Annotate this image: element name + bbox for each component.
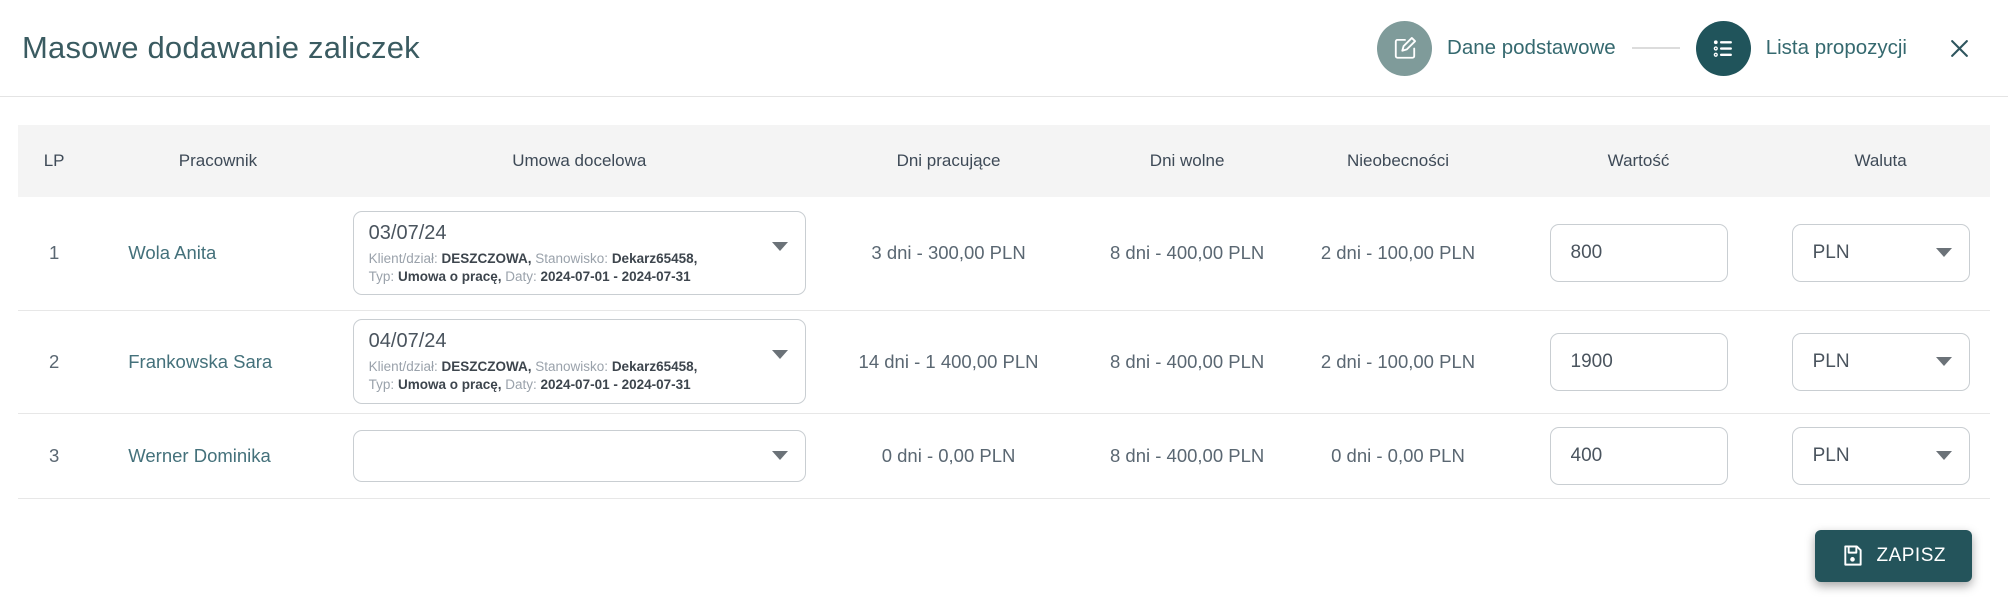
close-icon[interactable] [1949,38,1970,59]
chevron-down-icon [771,450,788,460]
working-days-cell: 0 dni - 0,00 PLN [881,444,1016,466]
step-label: Dane podstawowe [1447,36,1616,59]
contract-details: Klient/dział: DESZCZOWA, Stanowisko: Dek… [368,251,698,284]
contract-title: 03/07/24 [368,222,447,245]
lp-cell: 2 [48,350,60,372]
employee-link[interactable]: Wola Anita [128,242,217,264]
contract-details: Klient/dział: DESZCZOWA, Stanowisko: Dek… [368,359,698,392]
step-dane-podstawowe[interactable]: Dane podstawowe [1377,20,1616,76]
contract-select[interactable]: 04/07/24 Klient/dział: DESZCZOWA, Stanow… [352,319,806,404]
modal-header: Masowe dodawanie zaliczek Dane podstawow… [0,0,2008,97]
value-input[interactable] [1549,332,1728,391]
step-lista-propozycji[interactable]: Lista propozycji [1695,20,1907,76]
currency-select[interactable]: PLN [1791,426,1970,485]
chevron-down-icon [1935,248,1952,258]
col-header-pracownik: Pracownik [178,151,258,170]
contract-title: 04/07/24 [368,330,447,353]
contract-select[interactable]: 03/07/24 Klient/dział: DESZCZOWA, Stanow… [352,211,806,296]
page-title: Masowe dodawanie zaliczek [22,30,420,65]
days-off-cell: 8 dni - 400,00 PLN [1109,242,1265,264]
step-label: Lista propozycji [1765,36,1907,59]
step-connector [1631,47,1680,49]
currency-select[interactable]: PLN [1791,332,1970,391]
employee-link[interactable]: Werner Dominika [128,444,271,466]
col-header-wartosc: Wartość [1607,151,1670,170]
save-button[interactable]: ZAPISZ [1815,529,1972,582]
col-header-lp: LP [43,151,65,170]
currency-value: PLN [1812,444,1850,466]
days-off-cell: 8 dni - 400,00 PLN [1109,350,1265,372]
proposals-table-container: LP Pracownik Umowa docelowa Dni pracując… [0,125,2008,582]
working-days-cell: 14 dni - 1 400,00 PLN [858,350,1039,372]
col-header-umowa-docelowa: Umowa docelowa [512,151,647,170]
employee-cell: Werner Dominika [90,413,345,498]
edit-icon [1377,20,1433,76]
chevron-down-icon [771,242,788,252]
list-icon [1695,20,1751,76]
table-header-row: LP Pracownik Umowa docelowa Dni pracując… [18,125,1990,197]
absences-cell: 2 dni - 100,00 PLN [1320,242,1476,264]
value-input[interactable] [1549,426,1728,485]
employee-cell: Frankowska Sara [90,310,345,413]
proposals-table: LP Pracownik Umowa docelowa Dni pracując… [18,125,1990,499]
stepper: Dane podstawowe Lista propozycji [1377,20,1970,76]
contract-select[interactable] [352,429,806,482]
chevron-down-icon [771,350,788,360]
lp-cell: 3 [48,444,60,466]
absences-cell: 2 dni - 100,00 PLN [1320,350,1476,372]
days-off-cell: 8 dni - 400,00 PLN [1109,444,1265,466]
currency-value: PLN [1812,242,1850,264]
save-button-label: ZAPISZ [1876,544,1946,566]
modal-footer: ZAPISZ [18,499,1990,582]
table-row: 2 Frankowska Sara 04/07/24 Klient/dział:… [18,310,1990,413]
col-header-waluta: Waluta [1854,151,1907,170]
absences-cell: 0 dni - 0,00 PLN [1331,444,1465,466]
chevron-down-icon [1935,356,1952,366]
table-row: 1 Wola Anita 03/07/24 Klient/dział: DESZ… [18,197,1990,310]
working-days-cell: 3 dni - 300,00 PLN [871,242,1026,264]
employee-link[interactable]: Frankowska Sara [128,350,273,372]
value-input[interactable] [1549,224,1728,283]
table-row: 3 Werner Dominika 0 dni - 0,00 PLN 8 dni… [18,413,1990,498]
col-header-dni-pracujace: Dni pracujące [896,151,1001,170]
employee-cell: Wola Anita [90,197,345,310]
save-icon [1841,544,1864,567]
col-header-dni-wolne: Dni wolne [1149,151,1225,170]
col-header-nieobecnosci: Nieobecności [1346,151,1449,170]
lp-cell: 1 [48,242,60,264]
currency-value: PLN [1812,350,1850,372]
chevron-down-icon [1935,450,1952,460]
currency-select[interactable]: PLN [1791,224,1970,283]
